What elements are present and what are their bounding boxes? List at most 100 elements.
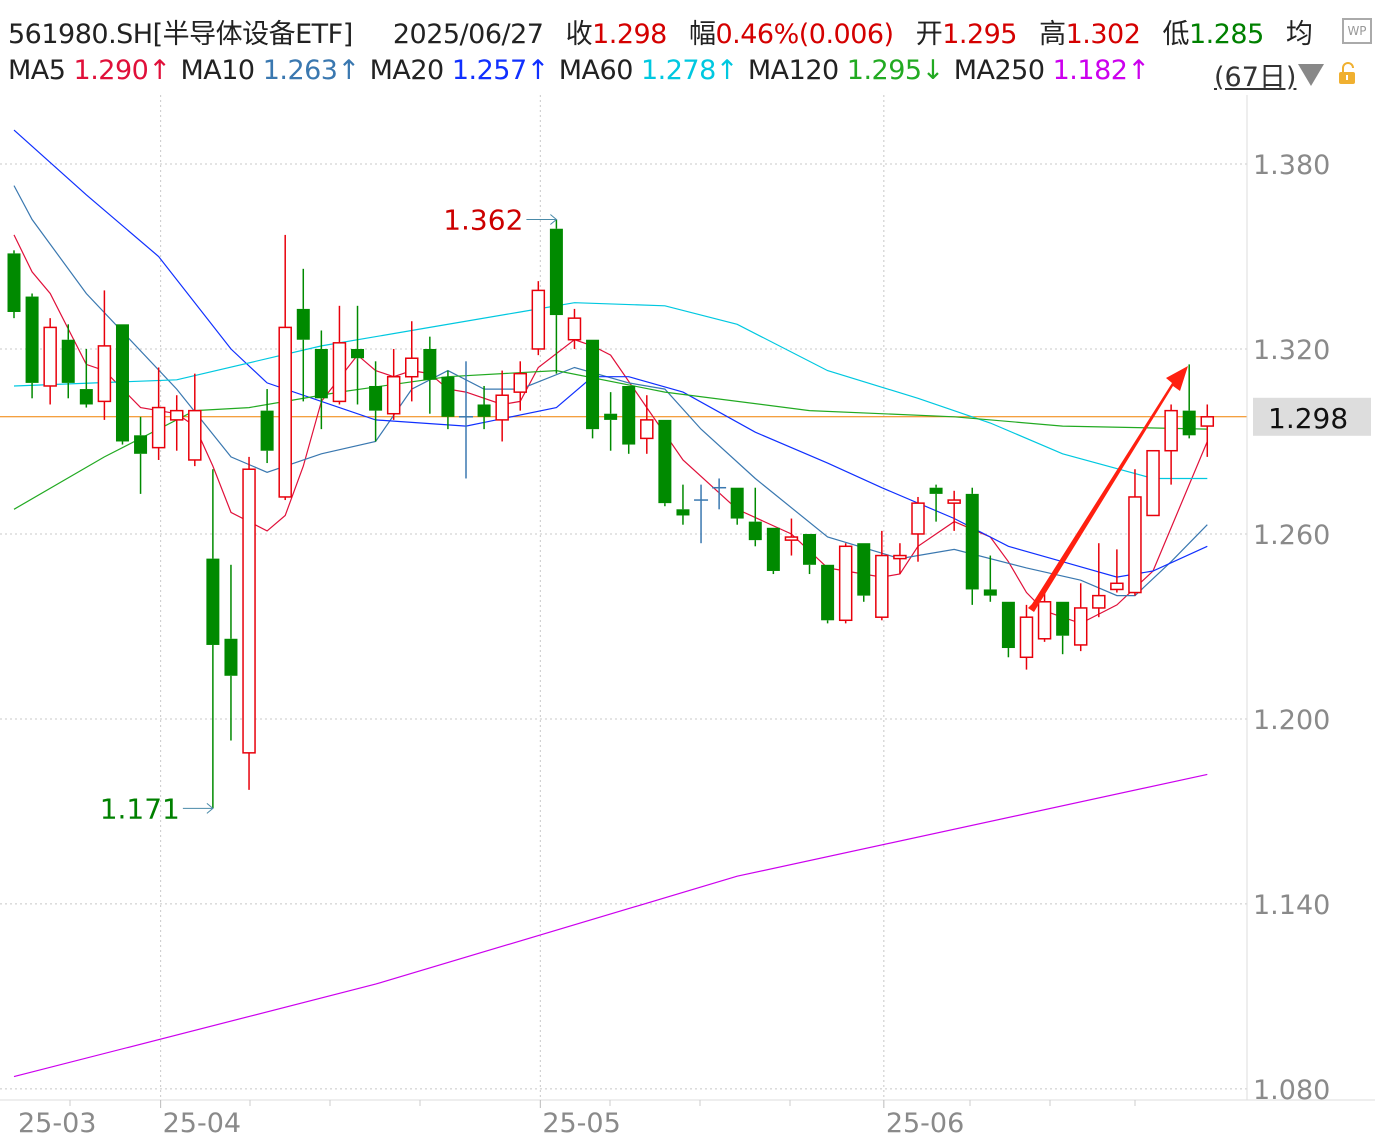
candle-body-down [676, 509, 690, 516]
candle [1056, 601, 1070, 655]
candle-body-up [1110, 582, 1124, 591]
x-tick-label: 25-06 [886, 1108, 964, 1139]
candle-body-down [423, 348, 437, 380]
candle [766, 527, 780, 575]
candle [134, 416, 148, 494]
dropdown-triangle-icon[interactable] [1298, 64, 1324, 86]
avg-label: 均 [1285, 19, 1313, 50]
candle [188, 373, 202, 467]
candle [97, 290, 112, 420]
candle-body-down [61, 339, 75, 383]
candle [459, 361, 473, 479]
candle [947, 490, 961, 531]
candle-body-up [640, 419, 654, 440]
candle [983, 555, 997, 602]
low-field: 低1.285 [1162, 19, 1264, 50]
ma-legend: MA5 1.290↑ MA10 1.263↑ MA20 1.257↑ MA60 1.2… [8, 55, 1160, 86]
candle-body-up [43, 326, 57, 387]
candle [658, 419, 672, 507]
candle-body-up [1092, 594, 1106, 609]
quote-header: 561980.SH[半导体设备ETF] 2025/06/27 收1.298 幅0… [8, 12, 1313, 51]
ma-name: MA60 [558, 55, 634, 86]
candle-body-up [386, 375, 401, 415]
candle-body-up [1128, 496, 1142, 594]
candle [965, 487, 979, 605]
ma-value: 1.263 [262, 55, 338, 86]
ma-legend-item-ma10: MA10 1.263↑ [180, 55, 360, 86]
grid [0, 95, 1247, 1100]
candle-body-down [115, 324, 129, 442]
candle [296, 268, 310, 402]
candle [405, 321, 419, 402]
candle [1019, 604, 1034, 670]
ma-line-ma10 [13, 185, 1208, 597]
change-value: 0.46%(0.006) [715, 19, 894, 50]
ma-name: MA20 [369, 55, 445, 86]
candle [43, 318, 57, 405]
candle [351, 305, 365, 405]
candle-body-up [1037, 601, 1052, 640]
candle-body-up [1073, 607, 1088, 646]
candle-body-up [97, 345, 112, 403]
candle [567, 308, 582, 349]
ma-name: MA120 [747, 55, 839, 86]
ma-legend-item-ma120: MA120 1.295↓ [748, 55, 944, 86]
candle [477, 385, 491, 430]
candle-body-down [730, 487, 744, 519]
candle [495, 370, 509, 442]
candle [61, 324, 75, 399]
candle-body-down [983, 589, 997, 596]
ma-value: 1.295 [846, 55, 922, 86]
candle [206, 469, 220, 809]
candle [676, 484, 690, 525]
candle [79, 348, 93, 408]
candle-body-down [821, 564, 835, 621]
candle [260, 389, 274, 464]
high-field: 高1.302 [1039, 19, 1141, 50]
candle-body-down [622, 385, 636, 445]
candle [369, 361, 383, 442]
candle-body-up [1164, 409, 1178, 452]
trend-arrow [1028, 366, 1188, 612]
candle-body-up [531, 289, 546, 350]
candle [224, 564, 238, 741]
moving-average-lines [13, 129, 1208, 1078]
y-tick-label: 1.080 [1253, 1075, 1330, 1106]
ma-direction-icon: ↑ [337, 55, 360, 86]
candle [604, 392, 618, 451]
open-label: 开 [915, 19, 943, 50]
candle-body-down [25, 296, 39, 383]
ma-line-ma250 [13, 773, 1208, 1078]
period-selector[interactable]: (67日) [1214, 62, 1297, 93]
ma-name: MA5 [8, 55, 66, 86]
candle [1110, 549, 1124, 593]
candle [513, 361, 527, 411]
lock-icon[interactable] [1338, 62, 1356, 84]
ma-direction-icon: ↓ [921, 55, 945, 86]
ma-value: 1.182 [1052, 55, 1128, 86]
candle [748, 487, 762, 547]
candle [151, 367, 166, 460]
candle-body-down [929, 487, 943, 494]
candle-body-up [1019, 616, 1034, 659]
candle [784, 518, 799, 556]
low-value: 1.285 [1188, 19, 1264, 50]
ma-name: MA10 [180, 55, 255, 86]
ma-legend-item-ma60: MA60 1.278↑ [558, 55, 739, 86]
wp-icon[interactable]: WP [1342, 18, 1372, 44]
last-price-box [1253, 397, 1371, 436]
candles [7, 219, 1215, 809]
candle-body-up [567, 317, 582, 341]
candle [730, 487, 744, 525]
candle [640, 395, 654, 454]
ma-value: 1.257 [451, 55, 527, 86]
change-label: 幅 [688, 19, 716, 50]
candle [549, 219, 563, 374]
candle [694, 484, 709, 544]
candle-body-up [242, 468, 256, 754]
candle [278, 234, 292, 501]
candle-body-up [893, 554, 907, 560]
candle-body-down [1001, 601, 1015, 649]
y-axis: 1.380 1.320 1.260 1.200 1.140 1.080 1.298 [1253, 150, 1371, 1106]
